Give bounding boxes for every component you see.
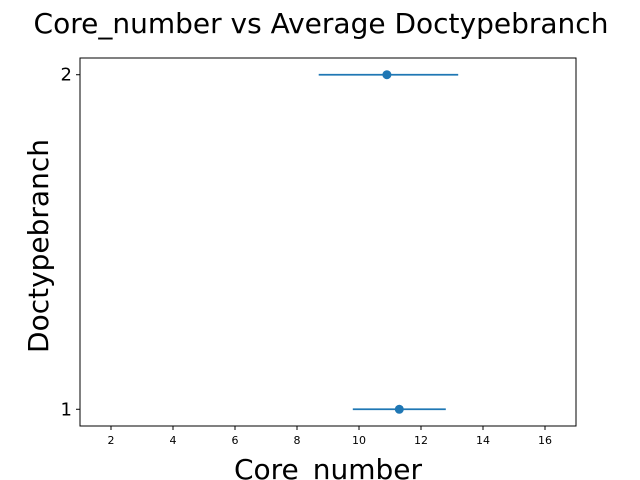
x-tick-label: 8 [294,434,301,447]
x-tick-label: 2 [108,434,115,447]
y-axis: 12 [61,65,80,420]
data-point [394,404,404,414]
x-axis: 2 4 6 8 10 12 14 16 [108,426,552,447]
plot-area [318,70,459,414]
y-tick-label: 1 [61,399,72,420]
x-tick-label: 6 [232,434,239,447]
x-tick-label: 12 [414,434,428,447]
chart-title: Core_number vs Average Doctypebranch [34,7,609,40]
data-point [382,70,392,80]
x-tick-label: 10 [352,434,366,447]
y-tick-label: 2 [61,65,72,86]
plot-frame [79,57,577,427]
x-tick-label: 4 [170,434,177,447]
x-tick-label: 16 [538,434,552,447]
y-axis-label: Doctypebranch [22,139,55,353]
x-axis-label: Core_number [234,453,423,480]
x-tick-label: 14 [476,434,490,447]
